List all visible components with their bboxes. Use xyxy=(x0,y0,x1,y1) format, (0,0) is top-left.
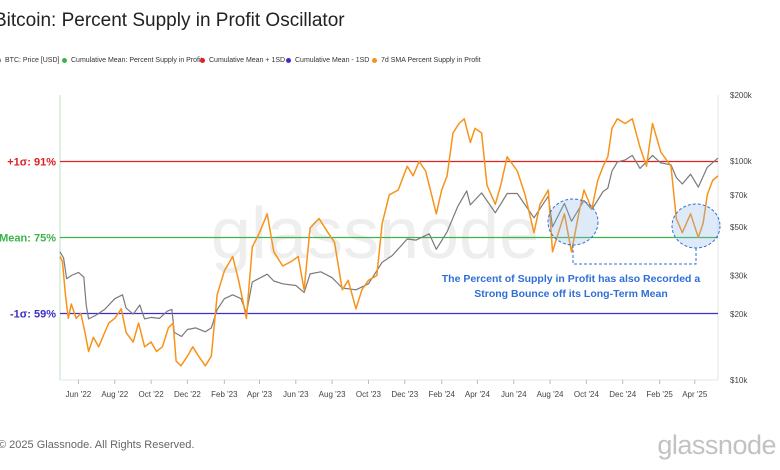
legend-label: 7d SMA Percent Supply in Profit xyxy=(381,57,481,64)
legend-dot xyxy=(0,58,1,63)
x-tick-label-13: Aug '24 xyxy=(537,390,564,399)
x-tick-label-0: Jun '22 xyxy=(66,390,92,399)
right-tick-label-2: $30k xyxy=(730,271,748,280)
right-tick-label-4: $70k xyxy=(730,191,748,200)
x-tick-label-7: Aug '23 xyxy=(319,390,346,399)
legend-item-7d-sma[interactable]: 7d SMA Percent Supply in Profit xyxy=(372,57,481,64)
legend-item-mean-plus-1sd[interactable]: Cumulative Mean + 1SD xyxy=(200,57,285,64)
legend-dot xyxy=(200,58,205,63)
right-tick-label-3: $50k xyxy=(730,223,748,232)
legend-dot xyxy=(62,58,67,63)
brand-logo-text: glassnode xyxy=(657,430,776,460)
legend-label: Cumulative Mean + 1SD xyxy=(209,57,286,64)
series-line-0 xyxy=(59,154,719,338)
x-tick-label-3: Dec '22 xyxy=(174,390,201,399)
legend-item-mean-minus-1sd[interactable]: Cumulative Mean - 1SD xyxy=(286,57,369,64)
x-tick-label-4: Feb '23 xyxy=(211,390,238,399)
x-tick-label-10: Feb '24 xyxy=(428,390,455,399)
x-tick-label-11: Apr '24 xyxy=(465,390,491,399)
legend-label: Cumulative Mean: Percent Supply in Profi… xyxy=(71,57,203,64)
legend-label: Cumulative Mean - 1SD xyxy=(295,57,370,64)
right-tick-label-5: $100k xyxy=(730,157,753,166)
right-tick-label-0: $10k xyxy=(730,376,748,385)
left-axis-labels: +1σ: 91% Mean: 75% -1σ: 59% xyxy=(0,157,56,321)
x-tick-label-15: Dec '24 xyxy=(609,390,636,399)
annotation-group: The Percent of Supply in Profit has also… xyxy=(442,198,721,300)
highlight-ellipse-apr-25 xyxy=(671,203,721,249)
annotation-line-1: The Percent of Supply in Profit has also… xyxy=(442,273,701,285)
x-tick-label-14: Oct '24 xyxy=(574,390,600,399)
chart-title: Bitcoin: Percent Supply in Profit Oscill… xyxy=(0,10,345,31)
copyright-text: © 2025 Glassnode. All Rights Reserved. xyxy=(0,439,195,451)
legend-label: BTC: Price [USD] xyxy=(5,57,60,64)
legend-item-btc-price[interactable]: BTC: Price [USD] xyxy=(0,57,59,64)
left-axis-label-0: +1σ: 91% xyxy=(7,157,56,169)
legend-item-cumulative-mean[interactable]: Cumulative Mean: Percent Supply in Profi… xyxy=(62,57,203,64)
left-axis-label-2: -1σ: 59% xyxy=(10,309,56,321)
legend-dot xyxy=(372,58,377,63)
x-tick-label-5: Apr '23 xyxy=(247,390,273,399)
x-tick-label-1: Aug '22 xyxy=(101,390,128,399)
annotation-line-2: Strong Bounce off its Long-Term Mean xyxy=(474,288,667,300)
x-tick-label-6: Jun '23 xyxy=(283,390,309,399)
highlight-ellipse-aug-24 xyxy=(547,198,599,246)
x-tick-label-16: Feb '25 xyxy=(646,390,673,399)
x-tick-label-17: Apr '25 xyxy=(682,390,708,399)
left-axis-label-1: Mean: 75% xyxy=(0,233,56,245)
x-axis-ticks: Jun '22 Aug '22 Oct '22 Dec '22 Feb '23 Apr '… xyxy=(66,380,708,399)
x-tick-label-12: Jun '24 xyxy=(501,390,527,399)
x-tick-label-2: Oct '22 xyxy=(139,390,165,399)
right-tick-label-1: $20k xyxy=(730,310,748,319)
annotation-connector xyxy=(572,245,697,265)
reference-lines xyxy=(60,160,718,315)
right-axis-ticks: $10k $20k $30k $50k $70k $100k $200k xyxy=(730,91,753,385)
x-tick-label-8: Oct '23 xyxy=(356,390,382,399)
watermark: glassnode xyxy=(211,194,539,274)
series-group xyxy=(59,118,719,367)
series-line-1 xyxy=(59,118,719,367)
legend-dot xyxy=(286,58,291,63)
right-tick-label-6: $200k xyxy=(730,91,753,100)
x-tick-label-9: Dec '23 xyxy=(391,390,418,399)
